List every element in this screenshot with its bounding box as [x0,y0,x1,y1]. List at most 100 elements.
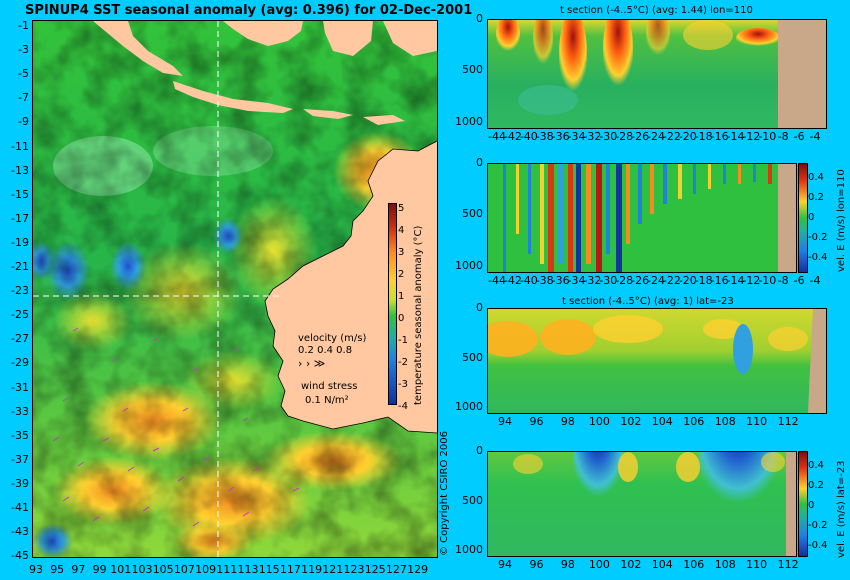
section-x-tick-label: 108 [714,415,736,428]
lat-tick-label: -29 [11,356,29,370]
t-section-lat-23[interactable] [487,308,827,414]
lat-tick-label: -3 [18,43,29,57]
lon-tick-label: 109 [195,563,217,576]
lat-tick-label: -35 [11,428,29,442]
section-x-tick-label: -40 [519,274,538,287]
lon-tick-label: 107 [173,563,195,576]
wind-legend-title: wind stress [301,381,358,392]
vel-colorbar-2-label: vel. E (m/s) lat=-23 [836,460,847,558]
section-x-tick-label: 106 [683,558,705,571]
lon-tick-label: 111 [216,563,238,576]
section-x-tick-label: -16 [710,130,729,143]
lat-tick-label: -15 [11,187,29,201]
lon-tick-label: 121 [322,563,344,576]
section-x-tick-label: -26 [631,130,650,143]
section-x-tick-label: -42 [503,274,522,287]
lon-tick-label: 123 [343,563,365,576]
section-x-tick-label: -4 [809,274,821,287]
lat-tick-label: -19 [11,235,29,249]
section-x-tick-label: -18 [694,274,713,287]
t-section-lon110[interactable] [487,19,827,129]
vel-section-lat-23[interactable] [487,451,797,557]
lat-tick-label: -25 [11,308,29,322]
depth-tick-label: 500 [462,63,483,77]
section-x-tick-label: -44 [488,274,506,287]
section-x-tick-label: -38 [535,274,554,287]
lon-tick-label: 115 [258,563,280,576]
sst-map-graphic [33,21,437,557]
section-x-tick-label: -12 [742,130,761,143]
lon-tick-label: 129 [407,563,429,576]
section-x-tick-label: -6 [793,274,805,287]
section-x-tick-label: 110 [746,415,768,428]
lat-tick-label: -7 [18,91,29,105]
copyright-text: © Copyright CSIRO 2006 [439,431,450,556]
depth-tick-label: 1000 [455,114,483,128]
section-x-tick-label: -40 [519,130,538,143]
section-x-tick-label: -36 [551,274,570,287]
section-x-tick-label: -6 [793,130,805,143]
depth-tick-label: 0 [476,301,483,314]
depth-tick-label: 1000 [455,400,483,414]
vel-colorbar-1-label: vel. E (m/s) lon=110 [836,169,847,272]
lon-tick-label: 103 [131,563,153,576]
section-x-tick-label: -36 [551,130,570,143]
lat-tick-label: -13 [11,163,29,177]
lat-tick-label: -1 [18,19,29,32]
lon-tick-label: 127 [385,563,407,576]
sst-colorbar-label: temperature seasonal anomaly (°C) [413,225,424,405]
section-x-tick-label: 98 [560,415,575,428]
vel-colorbar-2-ticks: 0.4 0.2 0 -0.2 -0.4 [808,460,828,551]
section-x-tick-label: 108 [714,558,736,571]
lon-tick-label: 95 [50,563,65,576]
section-x-tick-label: 104 [651,415,673,428]
section-x-tick-label: -30 [599,274,618,287]
vel-section-lon110[interactable] [487,163,797,273]
lon-tick-label: 119 [301,563,323,576]
section-x-tick-label: 96 [529,558,544,571]
depth-tick-label: 500 [462,493,483,507]
lat-tick-label: -45 [11,549,29,563]
section-x-tick-label: -28 [615,274,634,287]
sst-map[interactable]: velocity (m/s) 0.2 0.4 0.8 › › ≫ wind st… [32,20,438,558]
section-x-tick-label: -26 [631,274,650,287]
lon-tick-label: 101 [110,563,132,576]
section-x-tick-label: -32 [583,130,602,143]
section-x-tick-label: -20 [678,130,697,143]
velocity-legend-values: 0.2 0.4 0.8 [298,345,353,356]
section-x-tick-label: -32 [583,274,602,287]
map-title: SPINUP4 SST seasonal anomaly (avg: 0.396… [25,3,473,18]
section-x-tick-label: -44 [488,130,506,143]
section-x-tick-label: -20 [678,274,697,287]
velocity-arrows-icon: › › ≫ [298,357,326,370]
wind-legend-value: 0.1 N/m² [305,395,349,406]
section-x-tick-label: -16 [710,274,729,287]
section-x-tick-label: -34 [567,130,586,143]
section-x-tick-label: -24 [647,130,665,143]
section-x-tick-label: 112 [777,415,799,428]
lat-tick-label: -41 [11,501,29,514]
section-x-tick-label: -8 [777,130,789,143]
lon-tick-label: 113 [237,563,259,576]
vel-colorbar-1 [798,163,808,273]
depth-tick-label: 500 [462,207,483,221]
lat-tick-label: -43 [11,525,29,539]
lat-tick-label: -37 [11,452,29,466]
section-x-tick-label: 98 [560,558,575,571]
section-x-tick-label: -34 [567,274,586,287]
section-x-tick-label: 94 [498,415,512,428]
sst-colorbar [388,203,397,405]
section-x-tick-label: 106 [683,415,705,428]
section-x-tick-label: 100 [588,415,610,428]
lat-tick-label: -23 [11,284,29,298]
section-x-tick-label: -18 [694,130,713,143]
lat-tick-label: -27 [11,332,29,346]
section-x-tick-label: 102 [620,415,642,428]
section-x-tick-label: -28 [615,130,634,143]
section-x-tick-label: -24 [647,274,665,287]
sst-colorbar-ticks: 5 4 3 2 1 0 -1 -2 -3 -4 [398,203,408,412]
lat-tick-label: -21 [11,260,29,273]
section-x-tick-label: 102 [620,558,642,571]
depth-tick-label: 0 [476,156,483,169]
panel1-title: t section (-4..5°C) (avg: 1.44) lon=110 [560,5,753,16]
